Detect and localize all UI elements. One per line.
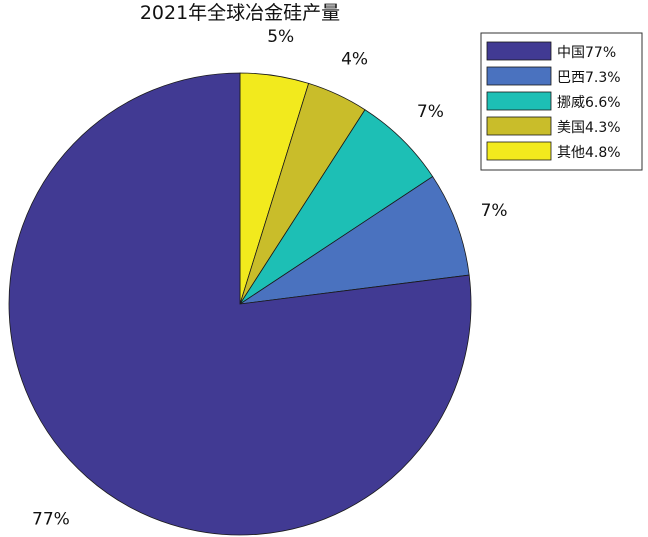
legend-label: 中国77% <box>557 45 616 61</box>
pie-slice <box>8 72 472 536</box>
slice-percent-label: 7% <box>417 102 444 122</box>
slice-percent-label: 7% <box>481 201 508 221</box>
slice-percent-label: 77% <box>32 510 70 530</box>
legend-label: 其他4.8% <box>557 145 621 161</box>
legend-swatch <box>486 41 552 61</box>
legend-label: 美国4.3% <box>557 120 621 136</box>
slice-percent-label: 4% <box>341 49 368 69</box>
chart-title: 2021年全球冶金硅产量 <box>140 2 340 24</box>
pie-slices <box>8 72 472 536</box>
legend-label: 挪威6.6% <box>557 95 621 111</box>
legend-swatch <box>486 66 552 86</box>
pie-slice <box>239 176 470 305</box>
legend: 中国77% 巴西7.3% 挪威6.6% 美国4.3% 其他4.8% <box>480 32 643 171</box>
legend-swatch <box>486 116 552 136</box>
legend-label: 巴西7.3% <box>557 70 621 86</box>
pie-labels: 5% 4% 7% 7% 77% <box>32 27 508 529</box>
slice-percent-label: 5% <box>267 27 294 47</box>
legend-swatch <box>486 91 552 111</box>
legend-swatch <box>486 141 552 161</box>
